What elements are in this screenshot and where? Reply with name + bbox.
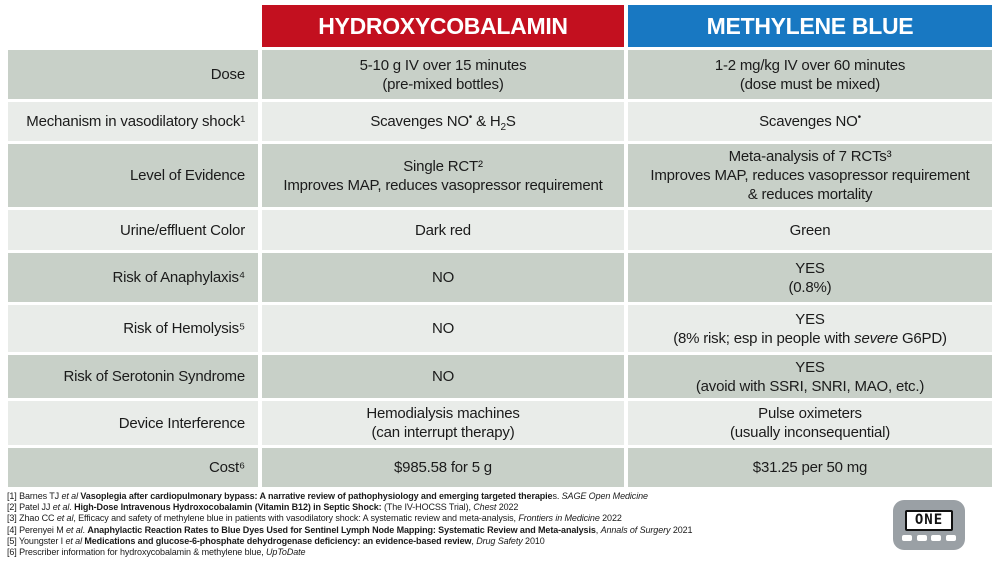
row-label: Dose: [8, 50, 258, 99]
hydroxycobalamin-cell: Hemodialysis machines (can interrupt the…: [262, 401, 624, 445]
cell-line: (avoid with SSRI, SNRI, MAO, etc.): [695, 377, 925, 395]
pager-buttons-icon: [902, 534, 956, 541]
hydroxycobalamin-cell: NO: [262, 305, 624, 352]
cell-line: $31.25 per 50 mg: [752, 459, 868, 476]
row-label: Mechanism in vasodilatory shock¹: [8, 102, 258, 141]
cell-line: (usually inconsequential): [729, 424, 891, 441]
reference-line: [5] Youngster I et al Medications and gl…: [7, 535, 545, 546]
methylene-blue-cell: Pulse oximeters (usually inconsequential…: [628, 401, 992, 445]
methylene-blue-cell: Scavenges NO•: [628, 102, 992, 141]
methylene-blue-cell: $31.25 per 50 mg: [628, 448, 992, 487]
cell-line: Green: [789, 221, 831, 239]
row-label: Device Interference: [8, 401, 258, 445]
cell-line: Single RCT²: [403, 157, 483, 175]
cell-line: Improves MAP, reduces vasopressor requir…: [650, 167, 970, 184]
reference-line: [4] Perenyei M et al. Anaphylactic React…: [7, 524, 693, 535]
header-hydroxycobalamin: HYDROXYCOBALAMIN: [262, 5, 624, 47]
cell-line: 1-2 mg/kg IV over 60 minutes: [714, 56, 906, 74]
cell-line: $985.58 for 5 g: [394, 459, 492, 476]
cell-line: 5-10 g IV over 15 minutes: [359, 56, 527, 74]
methylene-blue-cell: YES (8% risk; esp in people with severe …: [628, 305, 992, 352]
methylene-blue-cell: YES (0.8%): [628, 253, 992, 302]
methylene-blue-cell: 1-2 mg/kg IV over 60 minutes (dose must …: [628, 50, 992, 99]
cell-line: Scavenges NO• & H2S: [370, 112, 516, 133]
cell-line: YES: [795, 358, 825, 376]
comparison-table: HYDROXYCOBALAMIN METHYLENE BLUE Dose 5-1…: [8, 5, 992, 487]
hydroxycobalamin-cell: $985.58 for 5 g: [262, 448, 624, 487]
row-label: Cost⁶: [8, 448, 258, 487]
cell-line: NO: [431, 269, 455, 286]
methylene-blue-cell: Meta-analysis of 7 RCTs³ Improves MAP, r…: [628, 144, 992, 207]
cell-line: (dose must be mixed): [739, 75, 881, 93]
row-label: Urine/effluent Color: [8, 210, 258, 250]
cell-line: (can interrupt therapy): [371, 424, 515, 441]
cell-line: & reduces mortality: [747, 186, 873, 203]
row-label: Risk of Hemolysis⁵: [8, 305, 258, 352]
cell-line: Meta-analysis of 7 RCTs³: [728, 148, 892, 165]
hydroxycobalamin-cell: Single RCT² Improves MAP, reduces vasopr…: [262, 144, 624, 207]
cell-line: Improves MAP, reduces vasopressor requir…: [283, 176, 603, 194]
pager-screen: ONE: [905, 509, 953, 531]
cell-line: (8% risk; esp in people with severe G6PD…: [673, 329, 947, 347]
hydroxycobalamin-cell: 5-10 g IV over 15 minutes (pre-mixed bot…: [262, 50, 624, 99]
row-label: Level of Evidence: [8, 144, 258, 207]
cell-line: (pre-mixed bottles): [382, 75, 504, 93]
cell-line: NO: [431, 368, 455, 385]
cell-line: YES: [795, 310, 825, 328]
hydroxycobalamin-cell: Scavenges NO• & H2S: [262, 102, 624, 141]
header-methylene-blue: METHYLENE BLUE: [628, 5, 992, 47]
reference-line: [1] Barnes TJ et al Vasoplegia after car…: [7, 491, 648, 501]
row-label: Risk of Serotonin Syndrome: [8, 355, 258, 398]
reference-line: [3] Zhao CC et al, Efficacy and safety o…: [7, 513, 622, 524]
methylene-blue-cell: Green: [628, 210, 992, 250]
hydroxycobalamin-cell: NO: [262, 355, 624, 398]
cell-line: Scavenges NO•: [759, 112, 861, 131]
hydroxycobalamin-cell: Dark red: [262, 210, 624, 250]
methylene-blue-cell: YES (avoid with SSRI, SNRI, MAO, etc.): [628, 355, 992, 398]
hydroxycobalamin-cell: NO: [262, 253, 624, 302]
cell-line: YES: [795, 259, 825, 277]
references-section: [1] Barnes TJ et al Vasoplegia after car…: [7, 491, 887, 558]
cell-line: NO: [431, 320, 455, 337]
cell-line: Dark red: [415, 221, 471, 239]
reference-line: [2] Patel JJ et al. High-Dose Intravenou…: [7, 502, 519, 513]
reference-line: [6] Prescriber information for hydroxyco…: [7, 547, 306, 558]
header-spacer: [8, 5, 258, 47]
cell-line: (0.8%): [788, 278, 832, 296]
cell-line: Pulse oximeters: [758, 405, 862, 422]
row-label: Risk of Anaphylaxis⁴: [8, 253, 258, 302]
one-pager-logo: ONE: [893, 500, 965, 550]
cell-line: Hemodialysis machines: [366, 405, 520, 422]
